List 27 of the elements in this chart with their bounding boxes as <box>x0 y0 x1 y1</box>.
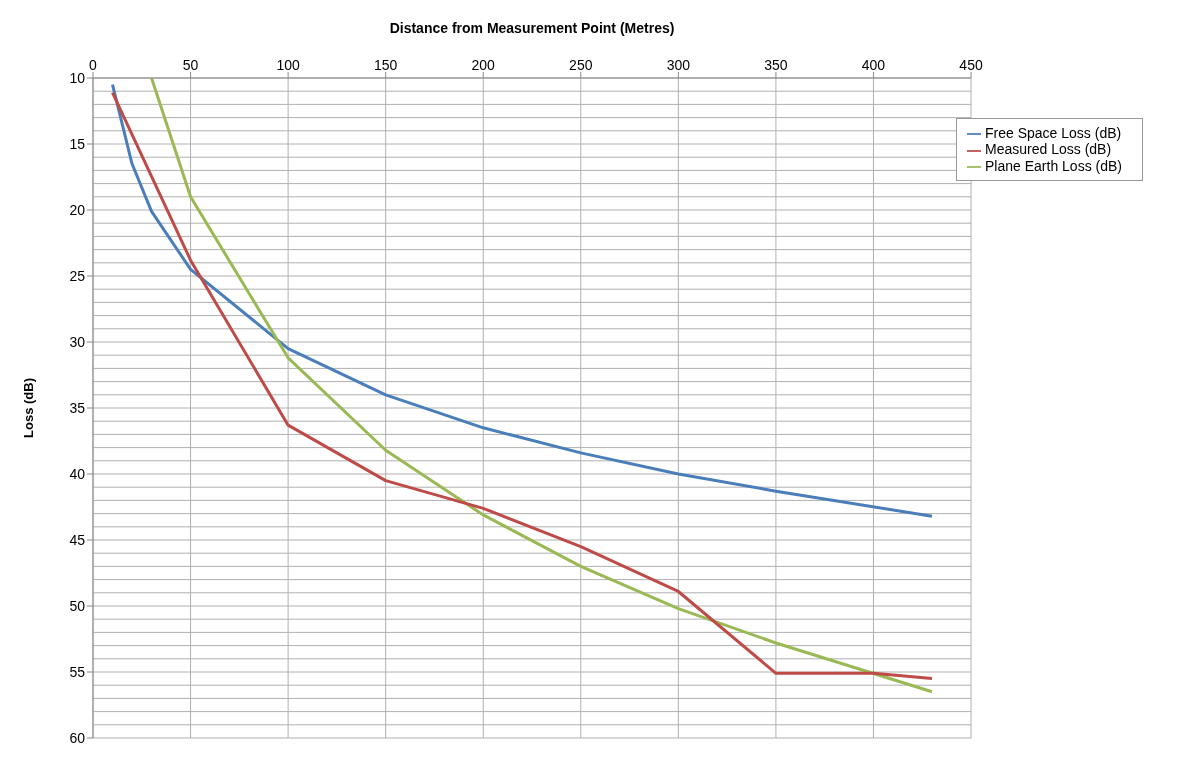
x-tick-label: 350 <box>764 57 788 73</box>
x-axis-title: Distance from Measurement Point (Metres) <box>389 19 675 36</box>
legend-label: Plane Earth Loss (dB) <box>985 157 1122 174</box>
y-tick-label: 10 <box>69 69 86 86</box>
y-tick-label: 30 <box>69 333 86 350</box>
x-tick-label: 450 <box>959 57 983 73</box>
x-tick-label: 150 <box>374 57 398 73</box>
y-tick-label: 55 <box>69 663 86 680</box>
y-axis-title: Loss (dB) <box>20 378 36 438</box>
legend-label: Measured Loss (dB) <box>985 141 1112 158</box>
y-tick-label: 40 <box>69 465 86 482</box>
line-series <box>111 83 934 518</box>
x-tick-label: 250 <box>569 57 593 73</box>
y-tick-label: 15 <box>69 135 86 152</box>
x-tick-label: 100 <box>276 57 301 73</box>
y-tick-label: 45 <box>69 531 86 548</box>
y-tick-label: 50 <box>69 597 86 614</box>
x-tick-label: 50 <box>182 57 199 73</box>
y-tick-label: 35 <box>69 399 86 416</box>
x-tick-label: 200 <box>471 57 496 73</box>
x-tick-label: 400 <box>861 57 886 73</box>
x-tick-label: 300 <box>666 57 691 73</box>
legend-label: Free Space Loss (dB) <box>985 125 1122 141</box>
y-tick-label: 60 <box>69 729 86 746</box>
y-tick-label: 25 <box>69 267 86 284</box>
x-tick-label: 0 <box>89 57 98 73</box>
y-tick-label: 20 <box>69 201 86 218</box>
